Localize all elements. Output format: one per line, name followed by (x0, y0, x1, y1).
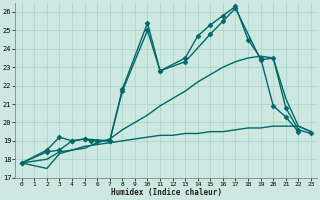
X-axis label: Humidex (Indice chaleur): Humidex (Indice chaleur) (111, 188, 222, 197)
